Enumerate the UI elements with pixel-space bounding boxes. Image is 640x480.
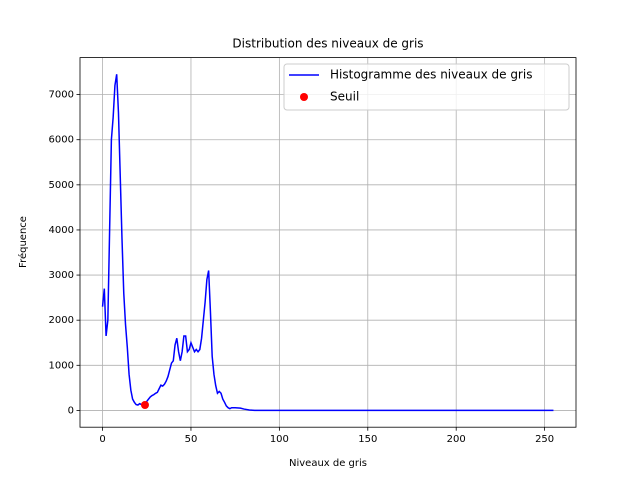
x-tick-label: 200 [447, 434, 466, 445]
y-axis-label: Fréquence [17, 216, 29, 268]
x-tick-label: 150 [358, 434, 377, 445]
y-tick-label: 5000 [49, 180, 74, 191]
legend-swatch [300, 93, 308, 101]
legend-label: Histogramme des niveaux de gris [330, 68, 532, 82]
y-tick-label: 0 [68, 405, 74, 416]
x-axis-label: Niveaux de gris [289, 458, 367, 469]
x-tick-label: 100 [270, 434, 289, 445]
chart-title: Distribution des niveaux de gris [232, 37, 423, 51]
data-point [140, 401, 149, 410]
y-tick-label: 2000 [49, 315, 74, 326]
axes-frame [79, 57, 577, 428]
y-tick-label: 7000 [49, 90, 74, 101]
data-line [101, 74, 554, 412]
x-tick-label: 0 [99, 434, 105, 445]
plot-area [101, 74, 554, 412]
x-tick-label: 50 [185, 434, 198, 445]
y-tick-label: 6000 [49, 135, 74, 146]
legend: Histogramme des niveaux de gris Seuil [283, 63, 570, 111]
y-tick-label: 3000 [49, 270, 74, 281]
y-tick-label: 1000 [49, 360, 74, 371]
legend-label: Seuil [330, 90, 359, 104]
y-tick-label: 4000 [49, 225, 74, 236]
x-tick-label: 250 [535, 434, 554, 445]
legend-box [283, 63, 570, 111]
